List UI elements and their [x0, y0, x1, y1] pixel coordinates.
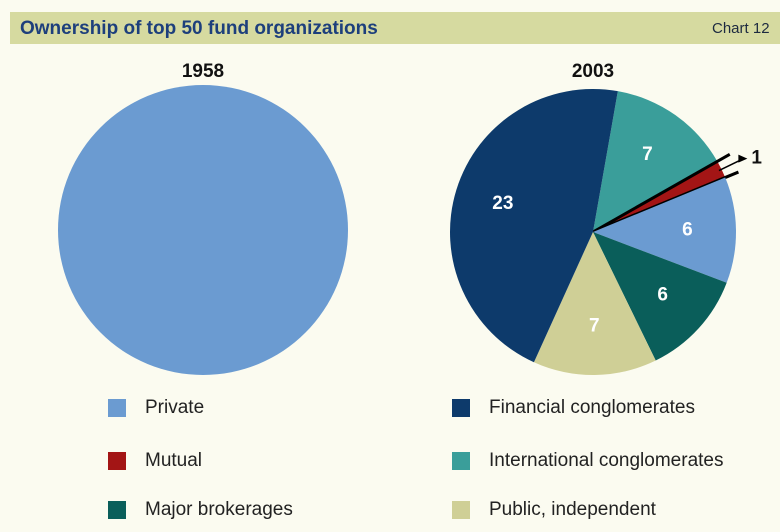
- pie-slice: [593, 91, 718, 233]
- data-label: 23: [492, 193, 513, 214]
- legend-swatch: [108, 501, 126, 519]
- legend-label: Major brokerages: [145, 499, 293, 520]
- data-label: 6: [657, 285, 668, 306]
- data-label: 6: [682, 220, 693, 241]
- pie-slice: [450, 89, 618, 363]
- legend-label: International conglomerates: [489, 450, 723, 471]
- legend-swatch: [452, 399, 470, 417]
- pie-title: 1958: [182, 61, 224, 82]
- data-label: 7: [642, 144, 653, 165]
- arrow-head: [738, 154, 748, 163]
- legend-swatch: [452, 452, 470, 470]
- legend-swatch: [452, 501, 470, 519]
- legend-label: Mutual: [145, 450, 202, 471]
- data-label: 1: [751, 148, 762, 169]
- pie-slice: [593, 232, 727, 361]
- legend-label: Public, independent: [489, 499, 657, 520]
- header-title: Ownership of top 50 fund organizations: [20, 18, 378, 39]
- pie-slice: [58, 85, 348, 375]
- pie-title: 2003: [572, 61, 614, 82]
- legend-label: Private: [145, 397, 204, 418]
- header-bar: [10, 12, 780, 44]
- callout-line: [592, 152, 731, 234]
- pie-slice: [593, 177, 736, 283]
- header-label: Chart 12: [712, 20, 770, 37]
- legend-label: Financial conglomerates: [489, 397, 695, 418]
- pie-slice: [533, 232, 656, 375]
- data-label: 7: [589, 315, 600, 336]
- legend-swatch: [108, 452, 126, 470]
- legend-swatch: [108, 399, 126, 417]
